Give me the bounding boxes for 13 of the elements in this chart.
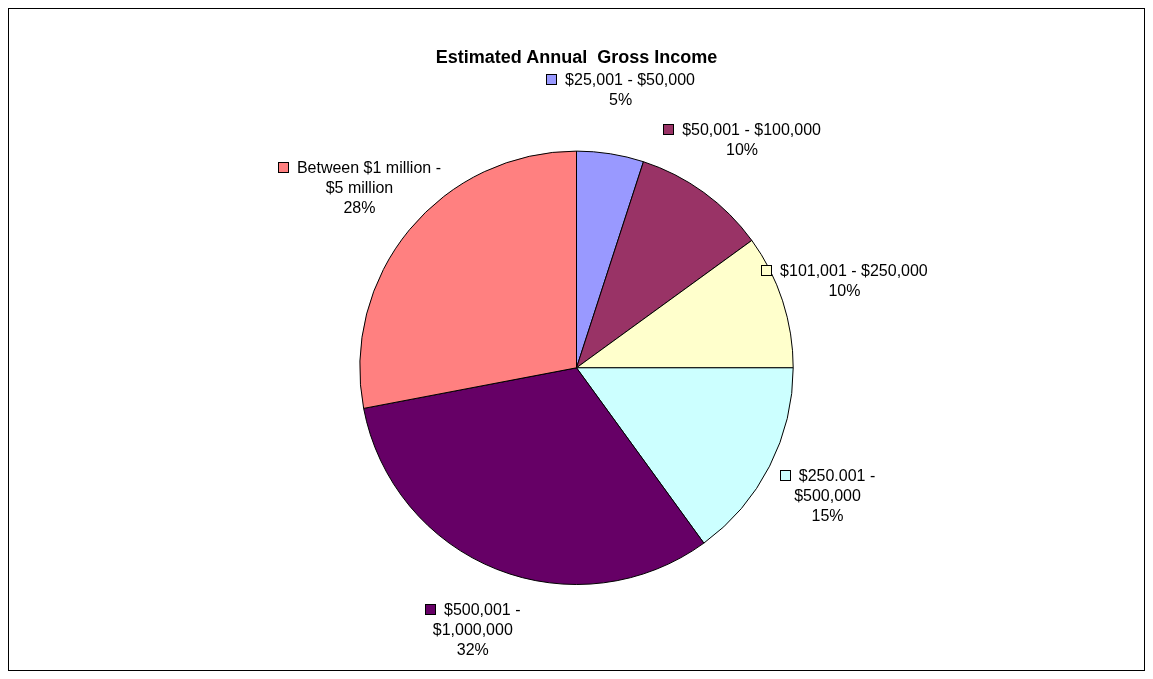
legend-label: $250.001 - $500,000 [794,466,876,504]
legend-label: $500,001 - $1,000,000 [432,600,521,638]
legend-label: $50,001 - $100,000 [682,120,821,138]
legend-label: Between $1 million - $5 million [296,159,441,197]
legend-label: $101,001 - $250,000 [780,261,928,279]
chart-title: Estimated Annual Gross Income [435,46,718,67]
data-label: 32% [455,639,490,660]
data-label: 5% [608,89,634,110]
data-label: 10% [827,280,862,301]
legend-label: $25,001 - $50,000 [565,70,695,88]
data-label: 15% [810,505,845,526]
data-label: 28% [342,198,377,219]
data-label: 10% [725,139,760,160]
